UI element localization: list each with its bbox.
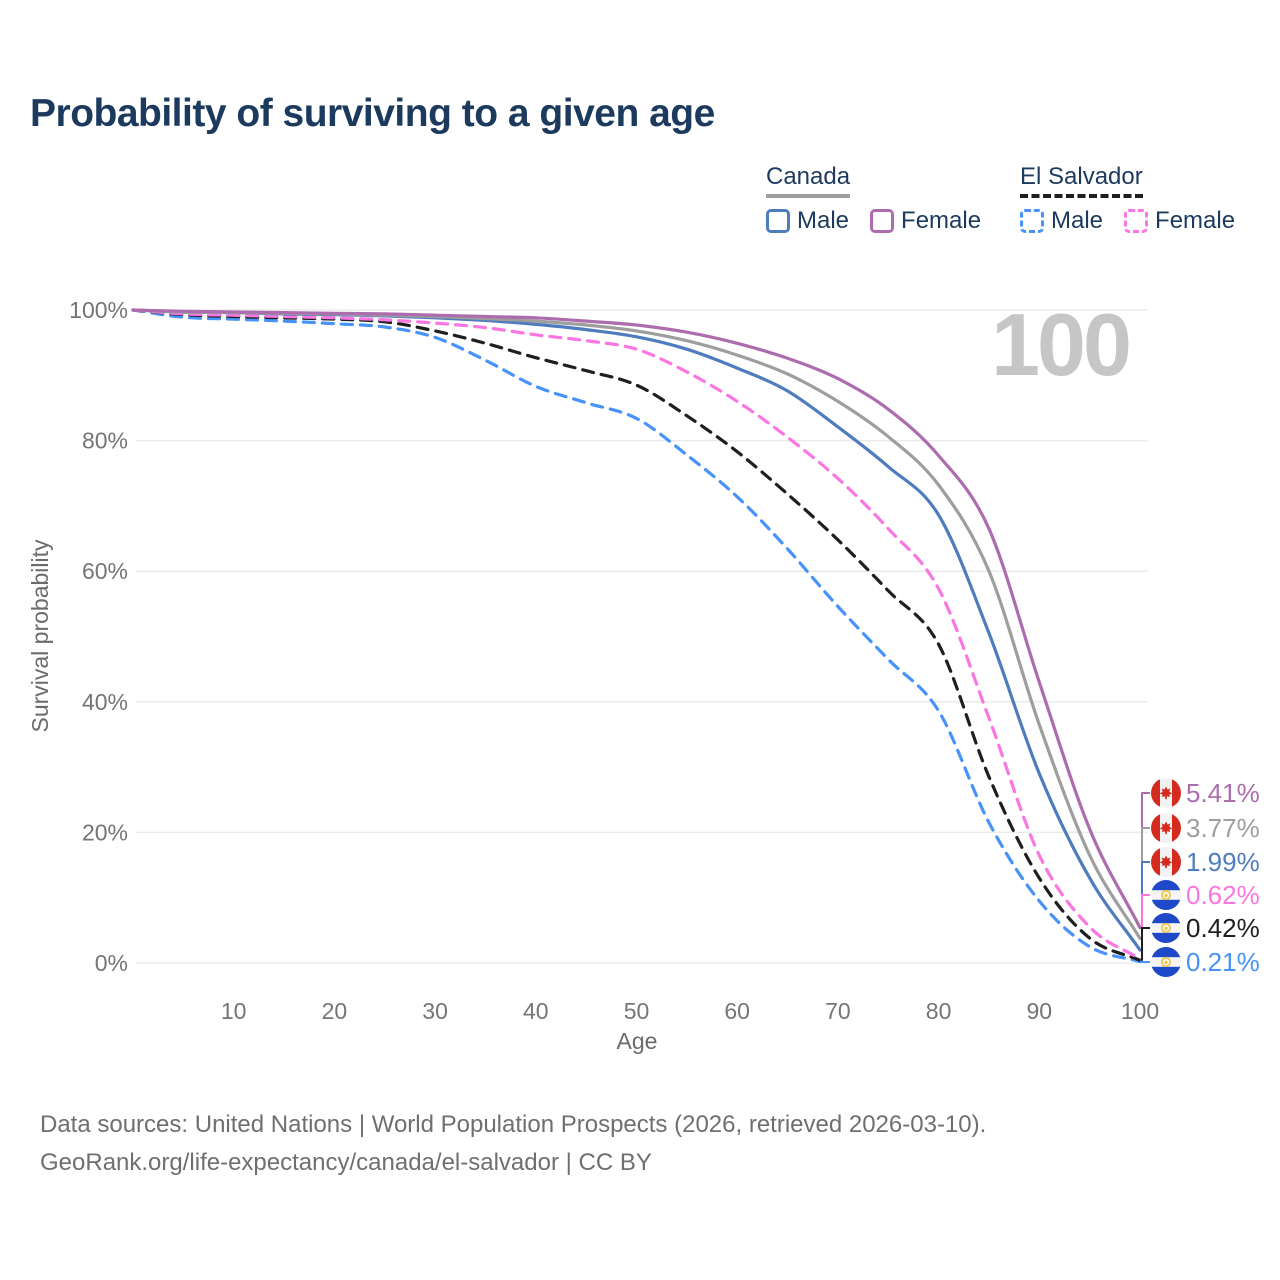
flag-emblem: [1160, 956, 1172, 968]
x-tick-label: 80: [926, 998, 952, 1024]
legend-label-el-salvador-male[interactable]: Male: [1051, 207, 1104, 234]
hover-age-watermark: 100: [991, 295, 1129, 394]
y-axis-title: Survival probability: [27, 539, 53, 733]
maple-leaf: [1159, 855, 1173, 869]
x-tick-label: 70: [825, 998, 851, 1024]
curve-canada-total[interactable]: [131, 308, 1142, 940]
x-tick-label: 10: [221, 998, 247, 1024]
legend-swatch-el-salvador-male[interactable]: [1020, 209, 1044, 233]
flag-emblem: [1164, 960, 1168, 965]
el-salvador-flag-icon: [1151, 947, 1181, 977]
y-tick-label: 100%: [69, 297, 128, 323]
flag-band: [1151, 932, 1181, 943]
y-tick-label: 0%: [95, 950, 128, 976]
curve-canada-female[interactable]: [131, 308, 1142, 930]
legend-title-el-salvador: El Salvador: [1020, 163, 1143, 198]
legend-label-canada-male[interactable]: Male: [797, 207, 850, 234]
flag-band: [1151, 880, 1181, 891]
y-tick-label: 60%: [82, 558, 128, 584]
end-label-connectors: [1140, 792, 1150, 963]
flag-band: [1172, 813, 1181, 843]
gridlines: [136, 309, 1148, 964]
end-label-el-salvador-male: 0.21%: [1186, 947, 1260, 977]
canada-flag-icon: [1151, 847, 1181, 877]
canada-flag-icon: [1151, 778, 1181, 808]
end-label-canada-female: 5.41%: [1186, 778, 1260, 808]
x-tick-label: 50: [624, 998, 650, 1024]
x-axis-ticks: 10 20 30 40 50 60 70 80 90 100: [221, 998, 1159, 1024]
x-tick-label: 40: [523, 998, 549, 1024]
footer-data-sources: Data sources: United Nations | World Pop…: [40, 1111, 987, 1138]
canada-flag-icon: [1151, 813, 1181, 843]
legend-swatch-canada-male[interactable]: [766, 209, 790, 233]
el-salvador-flag-icon: [1151, 880, 1181, 910]
end-label-canada-male: 1.99%: [1186, 847, 1260, 877]
x-tick-label: 90: [1027, 998, 1053, 1024]
y-tick-label: 40%: [82, 689, 128, 715]
flag-emblem: [1164, 926, 1168, 931]
flag-band: [1151, 847, 1160, 877]
end-label-el-salvador-female: 0.62%: [1186, 880, 1260, 910]
footer-url: GeoRank.org/life-expectancy/canada/el-sa…: [40, 1149, 652, 1176]
x-axis-title: Age: [617, 1028, 658, 1054]
legend-swatch-el-salvador-female[interactable]: [1124, 209, 1149, 233]
end-label-el-salvador-total: 0.42%: [1186, 913, 1260, 943]
flag-emblem: [1164, 893, 1168, 898]
legend-group-el-salvador: El Salvador Male Female: [1020, 163, 1256, 235]
curve-canada-male[interactable]: [131, 308, 1142, 952]
end-label-canada-total: 3.77%: [1186, 813, 1260, 843]
y-tick-label: 80%: [82, 428, 128, 454]
flag-band: [1172, 847, 1181, 877]
x-tick-label: 60: [724, 998, 750, 1024]
connector-el-salvador-total: [1140, 927, 1150, 962]
flag-band: [1151, 966, 1181, 977]
x-tick-label: 30: [422, 998, 448, 1024]
x-tick-label: 20: [322, 998, 348, 1024]
flag-band: [1151, 778, 1160, 808]
y-axis-ticks: 0% 20% 40% 60% 80% 100%: [69, 297, 128, 976]
maple-leaf: [1159, 821, 1173, 835]
flag-band: [1172, 778, 1181, 808]
maple-leaf: [1159, 786, 1173, 800]
legend-group-canada: Canada Male Female: [766, 163, 1002, 235]
flag-band: [1151, 813, 1160, 843]
legend-swatch-canada-female[interactable]: [870, 209, 895, 233]
el-salvador-flag-icon: [1151, 913, 1181, 943]
x-tick-label: 100: [1121, 998, 1159, 1024]
footer-attribution: Data sources: United Nations | World Pop…: [40, 1106, 986, 1182]
flag-emblem: [1160, 922, 1172, 934]
legend-label-el-salvador-female[interactable]: Female: [1155, 207, 1236, 234]
flag-band: [1151, 913, 1181, 924]
curve-el-salvador-female[interactable]: [131, 308, 1142, 961]
y-tick-label: 20%: [82, 819, 128, 845]
legend-title-canada: Canada: [766, 163, 851, 198]
flag-emblem: [1160, 889, 1172, 901]
flag-band: [1151, 899, 1181, 910]
legend-label-canada-female[interactable]: Female: [901, 207, 982, 234]
page-title: Probability of surviving to a given age: [30, 92, 715, 135]
flag-band: [1151, 947, 1181, 958]
curve-el-salvador-male[interactable]: [131, 308, 1142, 964]
